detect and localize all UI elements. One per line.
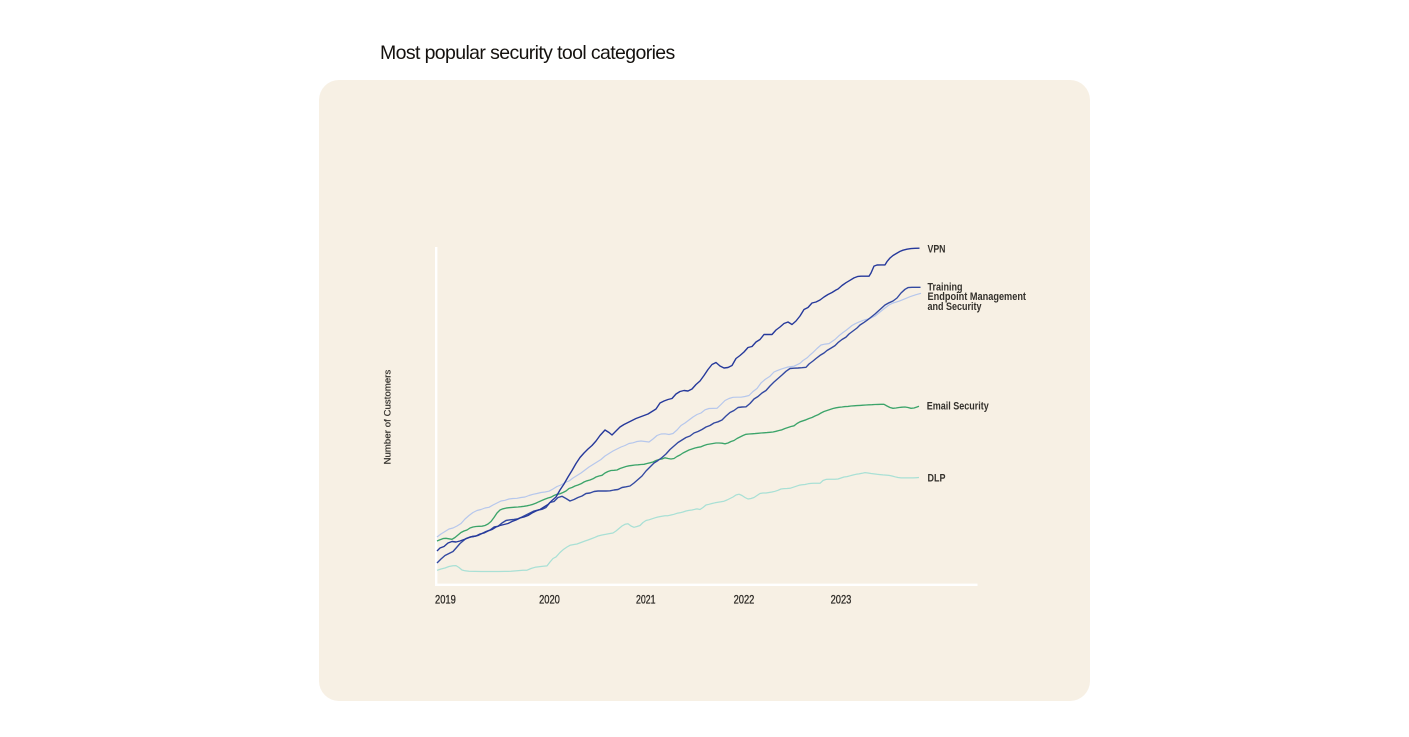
svg-text:and Security: and Security <box>928 301 983 313</box>
svg-text:Training: Training <box>928 281 963 293</box>
svg-text:2021: 2021 <box>636 593 656 606</box>
svg-text:2022: 2022 <box>734 593 755 606</box>
svg-text:Email Security: Email Security <box>927 400 990 412</box>
svg-text:2020: 2020 <box>539 593 560 606</box>
svg-text:2019: 2019 <box>435 593 456 606</box>
svg-text:2023: 2023 <box>831 593 852 606</box>
svg-text:Number of Customers: Number of Customers <box>383 369 394 464</box>
svg-text:DLP: DLP <box>928 472 946 484</box>
svg-text:VPN: VPN <box>928 243 946 255</box>
svg-text:Endpoint Management: Endpoint Management <box>928 291 1027 303</box>
